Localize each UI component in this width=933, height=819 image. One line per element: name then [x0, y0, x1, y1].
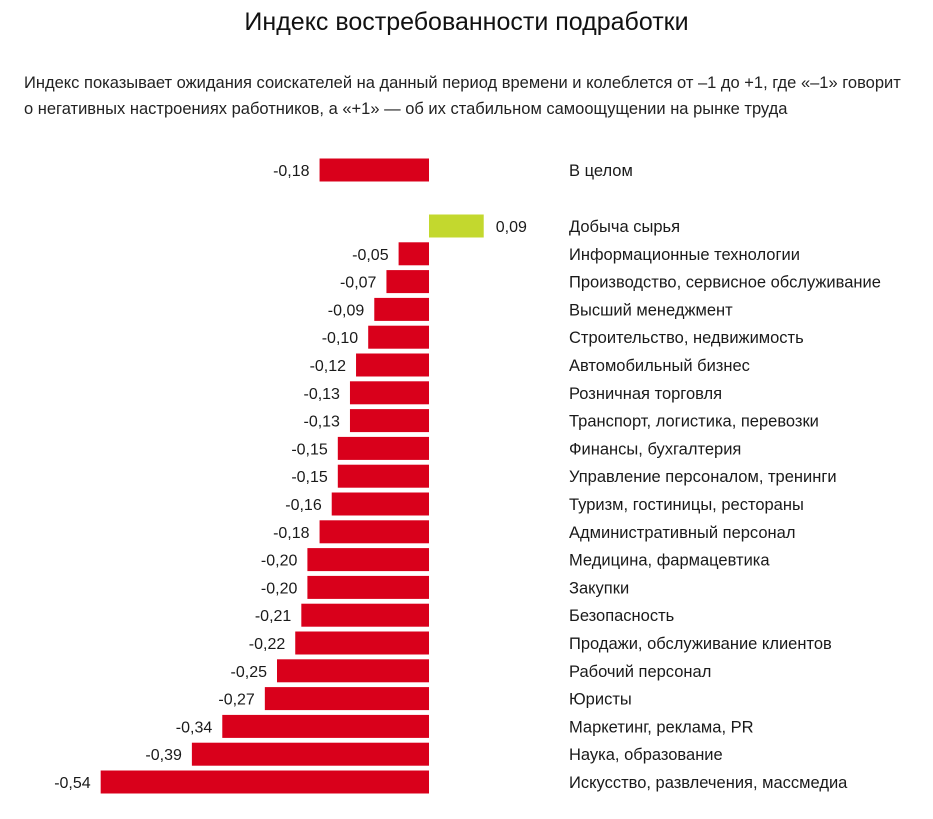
bar-value-label: -0,54	[54, 775, 91, 792]
category-label: Добыча сырья	[569, 218, 680, 236]
category-label: Производство, сервисное обслуживание	[569, 274, 881, 292]
bar-value-label: -0,20	[261, 580, 298, 597]
category-label: Медицина, фармацевтика	[569, 552, 770, 570]
bar-value-label: -0,13	[303, 414, 340, 431]
bar	[319, 158, 429, 182]
bar	[349, 409, 429, 433]
category-label: Строительство, недвижимость	[569, 329, 804, 347]
bar	[100, 770, 430, 794]
category-label: В целом	[569, 162, 633, 180]
bar-value-label: -0,27	[218, 692, 255, 709]
bar-value-label: -0,25	[231, 664, 268, 681]
bar	[191, 742, 429, 766]
category-label: Рабочий персонал	[569, 663, 711, 681]
category-label: Маркетинг, реклама, PR	[569, 718, 754, 736]
bar	[337, 464, 429, 488]
bar	[356, 353, 429, 377]
bar-value-label: -0,16	[285, 497, 322, 514]
bar-value-label: -0,20	[261, 553, 298, 570]
category-label: Информационные технологии	[569, 246, 800, 264]
category-label: Розничная торговля	[569, 385, 722, 403]
category-label: Искусство, развлечения, массмедиа	[569, 774, 848, 792]
bar-value-label: -0,21	[255, 608, 292, 625]
category-label: Автомобильный бизнес	[569, 357, 750, 375]
bar-value-label: -0,05	[352, 247, 389, 264]
bar-value-label: -0,18	[273, 525, 310, 542]
category-label: Транспорт, логистика, перевозки	[569, 413, 819, 431]
bar	[319, 520, 429, 544]
bar-value-label: -0,07	[340, 275, 377, 292]
category-label: Финансы, бухгалтерия	[569, 440, 741, 458]
chart-subtitle: Индекс показывает ожидания соискателей н…	[24, 74, 901, 118]
bar-value-label: -0,12	[310, 358, 347, 375]
bar	[295, 631, 429, 655]
bar	[368, 325, 429, 349]
category-label: Продажи, обслуживание клиентов	[569, 635, 832, 653]
bar-value-label: -0,13	[303, 386, 340, 403]
bar	[349, 381, 429, 405]
bar	[331, 492, 429, 516]
bar	[398, 242, 429, 266]
category-label: Управление персоналом, тренинги	[569, 468, 837, 486]
bar	[277, 659, 429, 683]
bar	[222, 714, 429, 738]
bar-value-label: -0,18	[273, 163, 310, 180]
category-label: Туризм, гостиницы, рестораны	[569, 496, 804, 514]
category-label: Наука, образование	[569, 746, 723, 764]
bar-value-label: -0,34	[176, 719, 213, 736]
category-label: Безопасность	[569, 607, 674, 625]
category-label: Юристы	[569, 691, 632, 709]
category-label: Высший менеджмент	[569, 301, 733, 319]
bar-value-label: -0,10	[322, 330, 359, 347]
bar	[374, 297, 429, 321]
category-label: Закупки	[569, 579, 629, 597]
bar	[301, 603, 429, 627]
bar	[264, 687, 429, 711]
category-label: Административный персонал	[569, 524, 795, 542]
bar-value-label: -0,15	[291, 469, 328, 486]
bar-value-label: -0,09	[328, 302, 365, 319]
bar	[386, 270, 429, 294]
bar-value-label: -0,39	[145, 747, 182, 764]
bar-value-label: 0,09	[496, 219, 527, 236]
bar-value-label: -0,22	[249, 636, 286, 653]
bar	[337, 436, 429, 460]
chart-title: Индекс востребованности подработки	[244, 8, 689, 36]
bar-value-label: -0,15	[291, 441, 328, 458]
bar	[307, 548, 429, 572]
bar	[307, 575, 429, 599]
bar	[429, 214, 484, 238]
